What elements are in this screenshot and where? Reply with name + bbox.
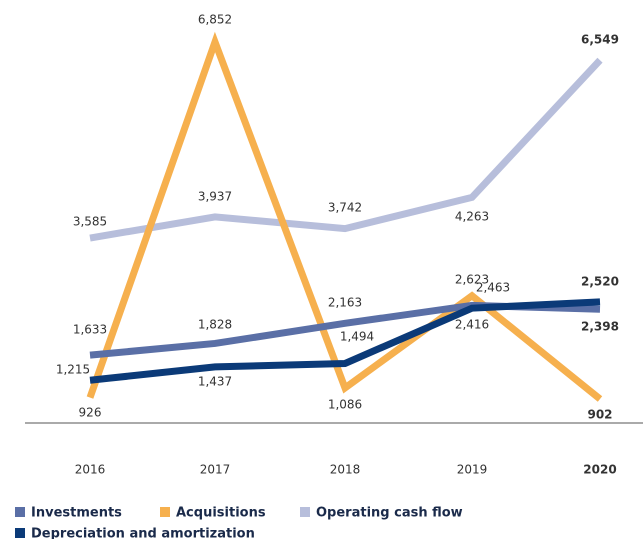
data-label: 3,937: [198, 190, 232, 204]
data-label: 926: [79, 406, 102, 420]
x-tick-label: 2020: [583, 463, 616, 477]
x-tick-label: 2019: [457, 463, 488, 477]
legend-label: Investments: [31, 506, 122, 521]
series-line: [86, 31, 603, 402]
data-label: 1,437: [198, 375, 232, 389]
series-line: [89, 298, 601, 384]
data-label: 4,263: [455, 210, 489, 224]
data-label: 2,623: [455, 273, 489, 287]
data-label: 1,086: [328, 398, 362, 412]
data-label: 1,633: [73, 323, 107, 337]
legend-label: Depreciation and amortization: [31, 527, 255, 539]
data-label: 2,398: [581, 320, 619, 334]
data-label: 2,416: [455, 318, 489, 332]
x-tick-label: 2016: [75, 463, 106, 477]
data-label: 1,828: [198, 318, 232, 332]
x-tick-label: 2017: [200, 463, 231, 477]
legend-swatch: [15, 507, 25, 517]
data-label: 6,852: [198, 13, 232, 27]
data-label: 2,163: [328, 296, 362, 310]
data-label: 3,742: [328, 201, 362, 215]
data-label: 1,494: [340, 330, 374, 344]
x-tick-label: 2018: [330, 463, 361, 477]
data-label: 902: [587, 408, 612, 422]
data-label: 3,585: [73, 215, 107, 229]
data-label: 6,549: [581, 33, 619, 47]
legend-label: Operating cash flow: [316, 506, 463, 521]
legend-label: Acquisitions: [176, 506, 266, 521]
data-label: 1,215: [56, 363, 90, 377]
legend-swatch: [15, 528, 25, 538]
data-label: 2,463: [476, 281, 510, 295]
data-label: 2,520: [581, 275, 619, 289]
series-line: [89, 57, 603, 242]
legend-swatch: [300, 507, 310, 517]
legend-swatch: [160, 507, 170, 517]
